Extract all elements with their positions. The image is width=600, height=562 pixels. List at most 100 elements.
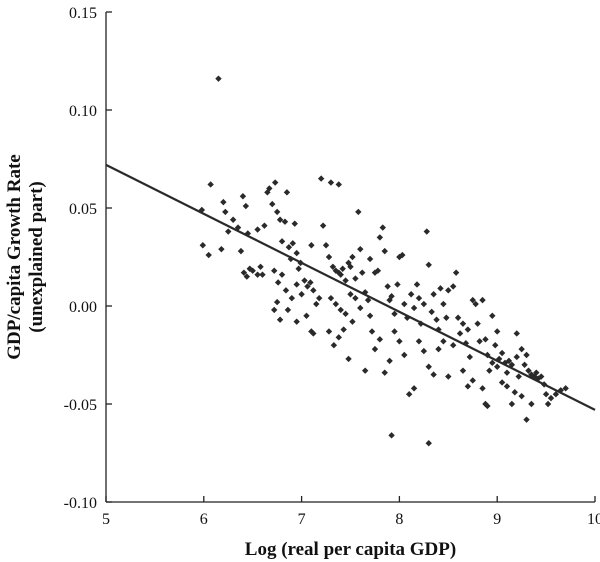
data-point (335, 334, 342, 341)
data-point (454, 314, 462, 321)
data-point (464, 383, 472, 390)
data-point (218, 245, 225, 253)
data-point (364, 296, 372, 304)
data-point (405, 391, 413, 398)
data-point (327, 294, 335, 302)
data-point (469, 296, 476, 304)
data-point (452, 269, 460, 276)
data-point (523, 351, 530, 359)
data-point (316, 294, 323, 302)
data-point (521, 361, 528, 368)
data-point (508, 400, 516, 408)
data-point (339, 265, 346, 272)
data-point (271, 267, 278, 274)
data-point (407, 291, 415, 298)
data-point (295, 265, 302, 272)
data-point (440, 338, 447, 345)
data-point (437, 285, 444, 292)
data-point (285, 244, 293, 251)
data-point (359, 269, 366, 276)
data-point (420, 347, 428, 355)
data-point (443, 314, 450, 321)
data-point (474, 320, 481, 327)
data-point (410, 385, 418, 392)
data-point (503, 383, 511, 390)
data-point (239, 193, 247, 200)
data-point (355, 208, 362, 216)
data-point (445, 373, 452, 380)
data-point (528, 371, 535, 378)
data-point (425, 440, 432, 447)
y-tick-label: -0.05 (64, 397, 97, 414)
data-point (282, 287, 290, 294)
data-point (222, 208, 229, 216)
data-point (449, 283, 457, 290)
data-point (498, 349, 506, 357)
data-point (459, 367, 467, 374)
data-point (276, 316, 284, 323)
x-tick-label: 9 (493, 511, 501, 528)
data-point (513, 353, 520, 361)
data-point (486, 367, 493, 374)
data-point (220, 198, 227, 206)
data-point (525, 367, 532, 374)
data-point (205, 251, 212, 259)
data-point (342, 310, 349, 318)
data-point (352, 294, 359, 302)
data-point (254, 271, 261, 278)
data-point (479, 296, 486, 304)
data-point (505, 357, 513, 365)
data-point (449, 342, 457, 349)
data-point (273, 298, 281, 306)
data-point (413, 281, 421, 288)
data-point (440, 300, 447, 308)
data-point (337, 306, 344, 314)
data-point (423, 228, 430, 235)
data-point (547, 394, 555, 402)
data-point (330, 342, 338, 349)
y-axis-title-group: GDP/capita Growth Rate (unexplained part… (4, 154, 47, 359)
data-point (366, 255, 374, 263)
data-point (466, 353, 474, 361)
data-point (542, 391, 550, 398)
data-point (199, 242, 207, 249)
data-point (376, 234, 384, 241)
data-point (513, 330, 520, 337)
data-point (303, 312, 310, 319)
data-point (381, 247, 388, 255)
data-point (425, 261, 432, 269)
data-point (476, 338, 483, 345)
data-point (352, 275, 359, 282)
data-point (301, 277, 308, 284)
data-point (243, 273, 251, 280)
data-point (430, 371, 437, 378)
data-point (472, 300, 479, 308)
data-point (557, 387, 564, 394)
data-point (327, 179, 335, 186)
data-point (533, 369, 540, 376)
x-tick-label: 10 (587, 511, 600, 528)
data-point (503, 369, 511, 376)
data-point (293, 249, 300, 257)
data-point (489, 359, 496, 367)
data-point (254, 226, 261, 233)
data-point (307, 279, 314, 286)
data-point (425, 363, 432, 370)
data-point (391, 310, 398, 318)
data-point (433, 316, 440, 323)
data-point (261, 222, 268, 229)
data-point (415, 338, 423, 345)
x-axis-title: Log (real per capita GDP) (245, 539, 456, 560)
data-point (257, 263, 264, 270)
y-tick-label: 0.00 (69, 299, 97, 316)
data-point (273, 208, 281, 216)
regression-line (105, 163, 596, 411)
data-point (374, 267, 382, 274)
x-axis-ticks: 5 6 7 8 9 10 (102, 496, 600, 528)
data-point (445, 287, 452, 294)
data-point (430, 291, 437, 298)
data-point (308, 242, 315, 249)
data-point (278, 271, 286, 278)
data-point (479, 385, 486, 392)
data-point (304, 283, 311, 290)
